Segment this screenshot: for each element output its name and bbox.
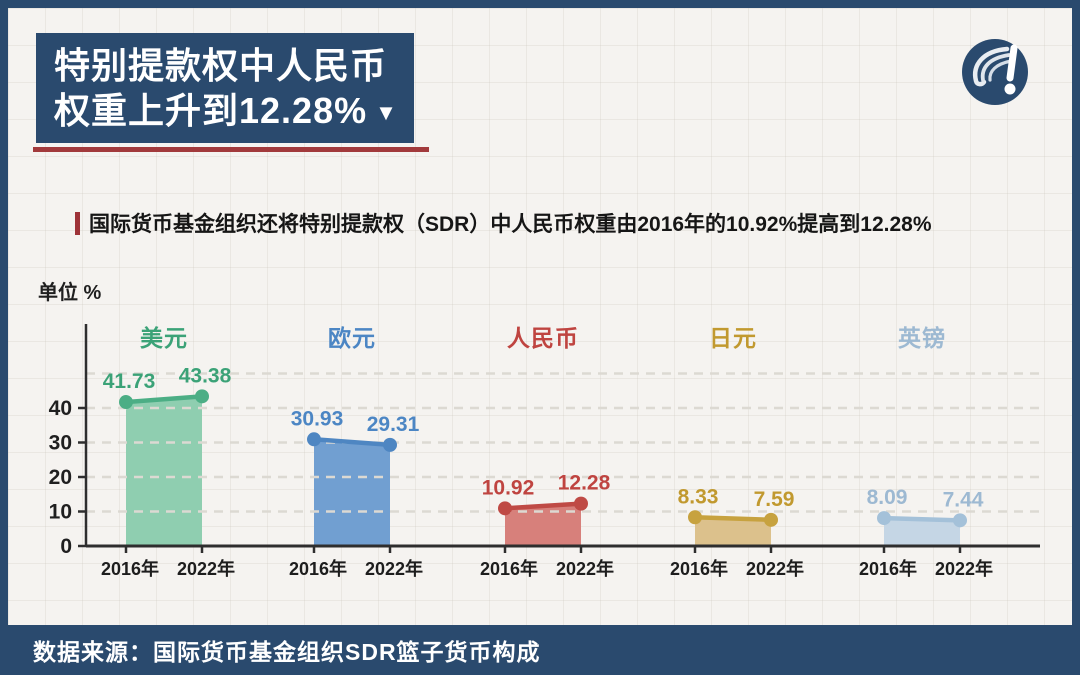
value-label-2016-欧元: 30.93	[291, 407, 344, 430]
title-line-1: 特别提款权中人民币	[54, 45, 388, 86]
series-label-欧元: 欧元	[328, 325, 376, 351]
down-triangle-icon: ▼	[375, 100, 398, 125]
x-tick-label: 2022年	[935, 558, 993, 579]
y-tick-label: 40	[49, 397, 72, 420]
trend-line-英镑	[883, 515, 961, 523]
bar-area-欧元	[314, 439, 390, 546]
x-tick-label: 2016年	[480, 558, 538, 579]
x-tick-label: 2022年	[746, 558, 804, 579]
dot-2022-人民币	[574, 496, 588, 511]
unit-label: 单位 %	[38, 282, 102, 304]
y-tick-label: 30	[49, 432, 72, 455]
footer-bar: 数据来源：国际货币基金组织SDR篮子货币构成	[0, 625, 1080, 675]
bar-area-人民币	[505, 503, 581, 546]
dot-2022-欧元	[383, 437, 397, 452]
series-label-日元: 日元	[709, 325, 757, 351]
value-label-2016-英镑: 8.09	[867, 486, 908, 509]
y-tick-label: 0	[60, 535, 72, 558]
dot-2022-美元	[195, 389, 209, 404]
value-label-2022-人民币: 12.28	[558, 472, 611, 495]
dot-2016-日元	[688, 510, 702, 525]
title-box: 特别提款权中人民币 权重上升到12.28% ▼	[36, 33, 414, 143]
subtitle-text: 国际货币基金组织还将特别提款权（SDR）中人民币权重由2016年的10.92%提…	[89, 213, 932, 236]
dot-2016-美元	[119, 395, 133, 410]
dot-2016-人民币	[498, 501, 512, 516]
x-tick-label: 2016年	[289, 558, 347, 579]
title-line-2: 权重上升到12.28% ▼	[54, 90, 398, 131]
sdr-weights-chart: 41.73 43.38 美元 2016年 2022年 30.93 29.31 欧元 2016年 2…	[49, 324, 1040, 579]
value-label-2022-欧元: 29.31	[367, 413, 420, 436]
bar-area-英镑	[884, 518, 960, 546]
bar-area-美元	[126, 396, 202, 546]
trend-line-美元	[125, 394, 203, 405]
trend-line-人民币	[504, 501, 582, 511]
dot-2022-英镑	[953, 513, 967, 528]
value-label-2016-日元: 8.33	[678, 485, 719, 508]
value-label-2022-日元: 7.59	[754, 488, 795, 511]
x-tick-label: 2022年	[556, 558, 614, 579]
x-tick-label: 2016年	[670, 558, 728, 579]
x-tick-label: 2022年	[177, 558, 235, 579]
value-label-2016-人民币: 10.92	[482, 476, 535, 499]
series-label-人民币: 人民币	[507, 325, 579, 351]
trend-line-欧元	[313, 437, 391, 448]
subtitle-row: 国际货币基金组织还将特别提款权（SDR）中人民币权重由2016年的10.92%提…	[75, 208, 932, 238]
x-tick-label: 2016年	[859, 558, 917, 579]
title-underline	[33, 147, 429, 152]
trend-line-日元	[694, 515, 772, 523]
value-label-2016-美元: 41.73	[103, 370, 156, 393]
x-tick-label: 2022年	[365, 558, 423, 579]
data-source-text: 数据来源：国际货币基金组织SDR篮子货币构成	[33, 639, 541, 665]
dot-2022-日元	[764, 512, 778, 527]
value-label-2022-英镑: 7.44	[943, 488, 984, 511]
subtitle-accent-bar	[75, 211, 80, 235]
content-card: 特别提款权中人民币 权重上升到12.28% ▼ 国际货币基金组织还将特别提款权（S…	[8, 8, 1072, 625]
y-tick-label: 20	[49, 466, 72, 489]
publisher-logo-icon	[962, 39, 1028, 105]
dot-2016-欧元	[307, 432, 321, 447]
series-label-美元: 美元	[140, 325, 188, 351]
bar-area-日元	[695, 517, 771, 546]
x-tick-label: 2016年	[101, 558, 159, 579]
series-label-英镑: 英镑	[898, 325, 946, 351]
value-label-2022-美元: 43.38	[179, 364, 232, 387]
y-tick-label: 10	[49, 501, 72, 524]
dot-2016-英镑	[877, 511, 891, 526]
